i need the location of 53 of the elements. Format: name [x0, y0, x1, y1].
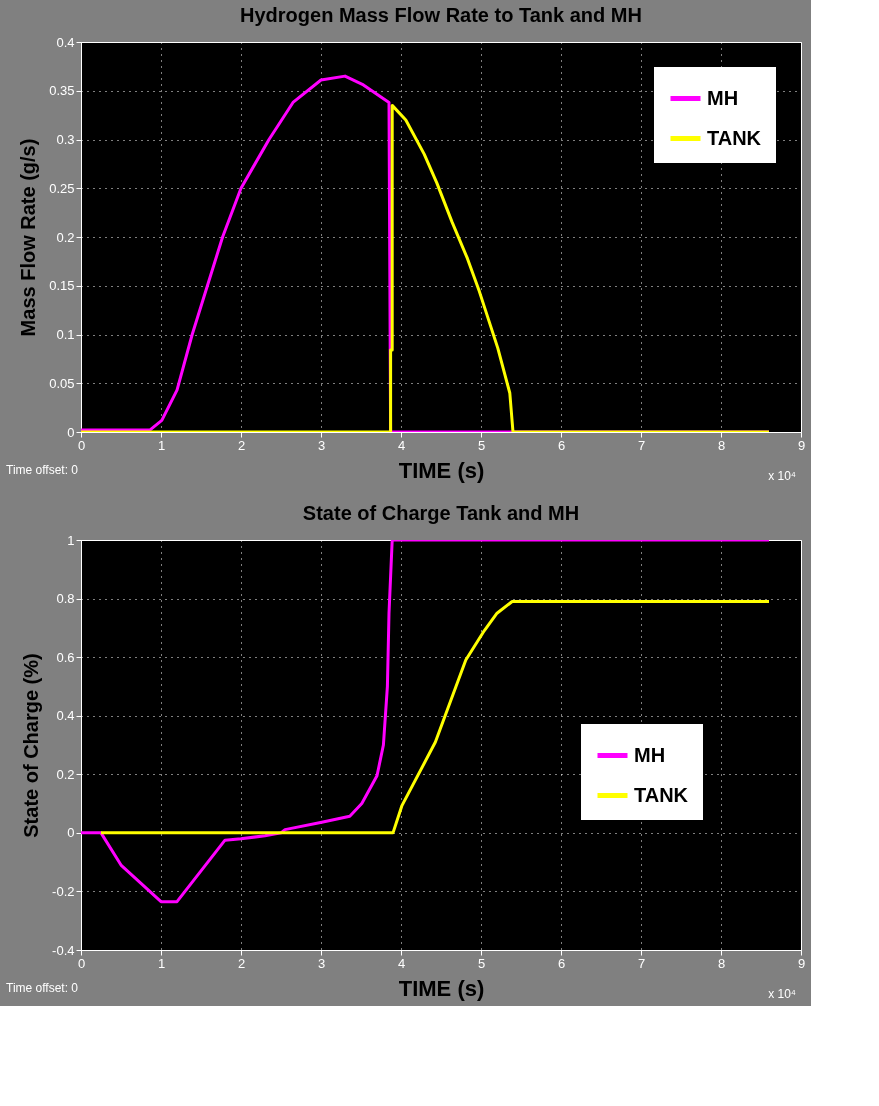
y-tick-label: 1: [67, 532, 75, 548]
y-tick-label: 0.8: [56, 591, 75, 607]
y-tick-label: 0.2: [56, 766, 75, 782]
x-tick-label: 5: [477, 437, 486, 453]
legend-label: MH: [634, 743, 666, 766]
text: Time offset: 0: [6, 463, 79, 477]
x-tick-label: 3: [317, 437, 326, 453]
x-tick-label: 0: [77, 437, 86, 453]
text: x 10⁴: [768, 469, 796, 483]
x-tick-label: 4: [397, 437, 406, 453]
legend-label: TANK: [634, 783, 689, 806]
y-tick-label: 0.4: [56, 34, 75, 50]
x-tick-label: 6: [557, 437, 566, 453]
x-tick-label: 7: [637, 437, 646, 453]
y-tick-label: 0.1: [56, 327, 75, 342]
x-axis-title: TIME (s): [398, 457, 485, 483]
text: x 10⁴: [768, 987, 796, 1001]
x-tick-label: 1: [157, 955, 166, 971]
chart-title: Hydrogen Mass Flow Rate to Tank and MH: [240, 4, 642, 26]
text: Time offset: 0: [6, 981, 79, 995]
x-tick-label: 8: [717, 437, 726, 453]
y-tick-label: 0.4: [56, 708, 75, 724]
x-axis-title: TIME (s): [398, 975, 485, 1001]
x-tick-label: 8: [717, 955, 726, 971]
x-tick-label: 2: [237, 955, 246, 971]
y-tick-label: 0.2: [56, 229, 75, 245]
x-tick-label: 7: [637, 955, 646, 971]
y-tick-label: 0.3: [56, 132, 75, 147]
y-axis-title: Mass Flow Rate (g/s): [17, 138, 40, 337]
y-tick-label: -0.4: [52, 942, 75, 958]
x-tick-label: 9: [797, 437, 806, 453]
y-tick-label: 0: [67, 424, 75, 440]
y-axis-title: State of Charge (%): [20, 653, 43, 838]
x-tick-label: 0: [77, 955, 86, 971]
line-series: [81, 540, 771, 904]
legend-label: TANK: [707, 126, 762, 149]
chart-title: State of Charge Tank and MH: [302, 502, 580, 524]
line-series: [99, 600, 771, 835]
y-tick-label: 0.6: [56, 649, 75, 665]
y-tick-label: 0.35: [49, 83, 75, 99]
legend-label: MH: [707, 86, 739, 109]
y-tick-label: 0.25: [49, 180, 75, 196]
x-tick-label: 1: [157, 437, 166, 453]
x-tick-label: 3: [317, 955, 326, 971]
y-tick-label: 0.05: [49, 375, 75, 391]
y-tick-label: -0.2: [52, 883, 75, 899]
y-tick-label: 0.15: [49, 278, 75, 294]
x-tick-label: 9: [797, 955, 806, 971]
x-tick-label: 2: [237, 437, 246, 453]
x-tick-label: 6: [557, 955, 566, 971]
x-tick-label: 4: [397, 955, 406, 971]
y-tick-label: 0: [67, 825, 75, 841]
x-tick-label: 5: [477, 955, 486, 971]
